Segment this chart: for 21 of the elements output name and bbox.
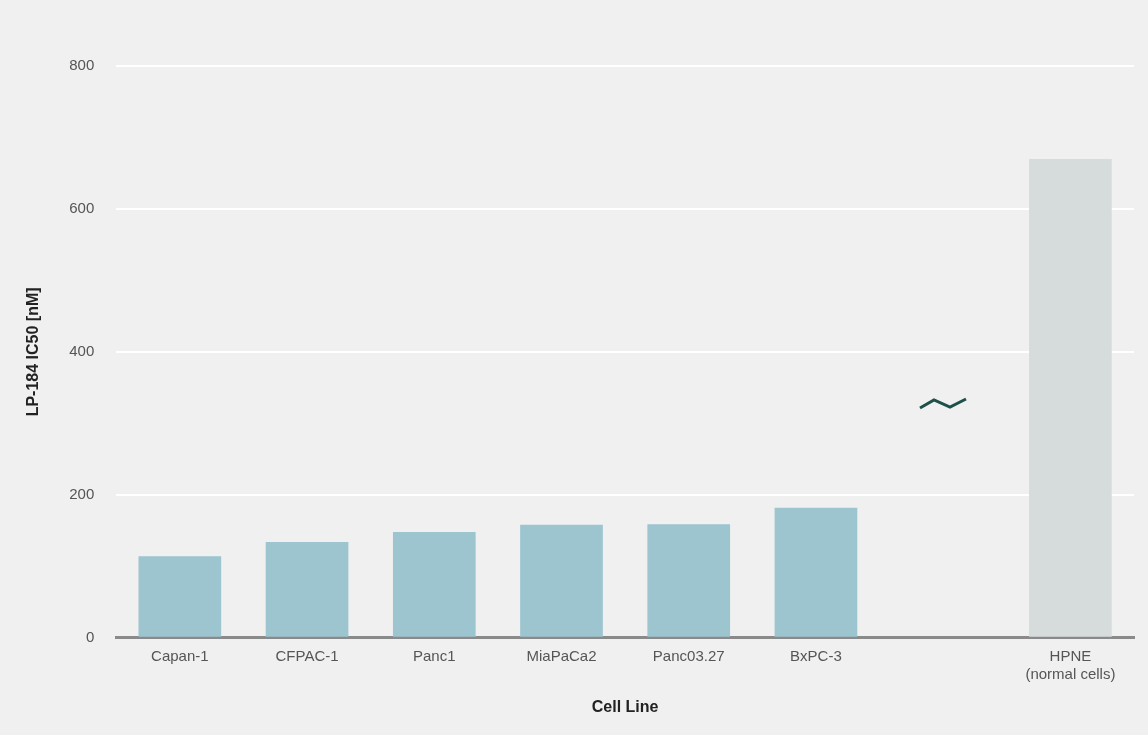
y-tick-label: 600 [69, 199, 95, 217]
x-tick-label: Capan-1 [151, 646, 209, 664]
x-tick-label: MiaPaCa2 [526, 646, 597, 664]
y-tick-label: 200 [69, 484, 95, 502]
y-tick-label: 400 [69, 342, 95, 360]
bar [520, 524, 603, 637]
x-axis-title: Cell Line [591, 697, 659, 715]
x-tick-label: BxPC-3 [790, 646, 842, 664]
bar [392, 532, 476, 637]
x-tick-label: CFPAC-1 [275, 646, 339, 664]
y-tick-label: 0 [85, 627, 95, 645]
x-tick-label: Panc03.27 [652, 646, 725, 664]
bar [1029, 158, 1112, 637]
bar [647, 524, 731, 637]
x-tick-label: HPNE (normal cells) [1025, 646, 1116, 682]
y-tick-label: 800 [69, 56, 95, 74]
bar [774, 507, 858, 637]
bar [265, 542, 349, 637]
x-tick-label: Panc1 [413, 646, 456, 664]
bar [138, 556, 222, 637]
y-axis-title: LP-184 IC50 [nM] [24, 287, 42, 417]
